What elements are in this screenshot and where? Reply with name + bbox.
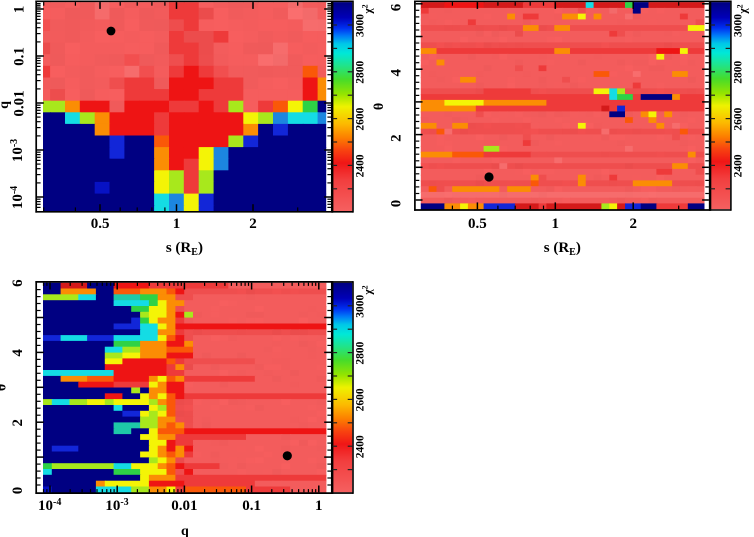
svg-text:4: 4 (10, 349, 26, 357)
svg-text:1: 1 (12, 6, 28, 14)
svg-text:0.5: 0.5 (468, 216, 487, 232)
svg-text:2800: 2800 (355, 61, 367, 84)
svg-text:2400: 2400 (732, 154, 744, 177)
svg-text:q: q (0, 101, 12, 109)
svg-text:1: 1 (173, 216, 181, 232)
svg-text:θ: θ (372, 103, 387, 110)
svg-text:0.5: 0.5 (91, 216, 110, 232)
svg-text:10-3: 10-3 (105, 497, 128, 514)
svg-text:2800: 2800 (732, 61, 744, 84)
svg-text:2: 2 (10, 419, 26, 427)
svg-text:3000: 3000 (732, 14, 744, 37)
svg-text:2800: 2800 (355, 341, 367, 364)
svg-text:1: 1 (315, 498, 323, 514)
svg-text:10-3: 10-3 (9, 139, 26, 162)
svg-text:q: q (181, 524, 189, 537)
svg-text:χ2: χ2 (361, 285, 375, 295)
svg-text:0: 0 (389, 200, 405, 208)
svg-text:0: 0 (10, 487, 26, 495)
svg-text:3000: 3000 (355, 14, 367, 37)
svg-text:10-4: 10-4 (9, 186, 26, 209)
svg-text:s (RE): s (RE) (544, 240, 581, 258)
svg-text:6: 6 (389, 3, 405, 11)
svg-text:2: 2 (249, 216, 257, 232)
svg-text:θ: θ (0, 384, 10, 391)
svg-text:0.01: 0.01 (171, 498, 197, 514)
svg-text:2400: 2400 (355, 435, 367, 458)
svg-text:2: 2 (389, 134, 405, 142)
svg-text:s (RE): s (RE) (166, 240, 203, 258)
svg-text:4: 4 (389, 68, 405, 76)
svg-text:1: 1 (552, 216, 560, 232)
svg-text:2: 2 (629, 216, 637, 232)
svg-text:0.01: 0.01 (12, 90, 28, 116)
svg-text:2600: 2600 (355, 388, 367, 411)
svg-text:χ2: χ2 (361, 4, 375, 14)
svg-text:0.1: 0.1 (242, 498, 261, 514)
svg-text:2600: 2600 (732, 107, 744, 130)
svg-text:χ2: χ2 (736, 4, 750, 14)
svg-text:3000: 3000 (355, 295, 367, 318)
svg-text:10-4: 10-4 (38, 497, 61, 514)
svg-text:2400: 2400 (355, 154, 367, 177)
svg-text:2600: 2600 (355, 107, 367, 130)
svg-text:6: 6 (10, 279, 26, 287)
svg-text:0.1: 0.1 (12, 47, 28, 66)
